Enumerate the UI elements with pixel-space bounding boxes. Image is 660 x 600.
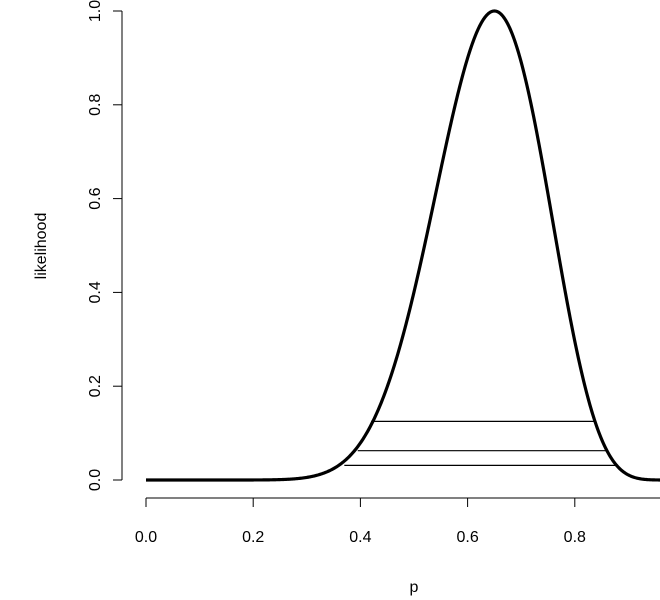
- curve-layer: [145, 9, 660, 482]
- y-tick-label: 0.6: [87, 187, 104, 209]
- x-tick-label: 0.0: [135, 529, 157, 546]
- x-axis: 0.0 0.2 0.4 0.6 0.8: [135, 497, 660, 546]
- x-tick-label: 0.6: [456, 529, 478, 546]
- x-tick-label: 0.2: [242, 529, 264, 546]
- cutoff-lines: [344, 420, 618, 466]
- y-axis: 0.0 0.2 0.4 0.6 0.8 1.0: [87, 0, 123, 491]
- y-axis-label: likelihood: [33, 213, 50, 280]
- likelihood-curve: [145, 9, 660, 482]
- y-tick-label: 0.0: [87, 469, 104, 491]
- y-tick-label: 0.2: [87, 375, 104, 397]
- y-tick-label: 0.8: [87, 94, 104, 116]
- y-tick-label: 1.0: [87, 0, 104, 22]
- x-axis-label: p: [410, 579, 419, 596]
- x-tick-label: 0.4: [349, 529, 371, 546]
- x-tick-label: 0.8: [564, 529, 586, 546]
- y-tick-label: 0.4: [87, 281, 104, 303]
